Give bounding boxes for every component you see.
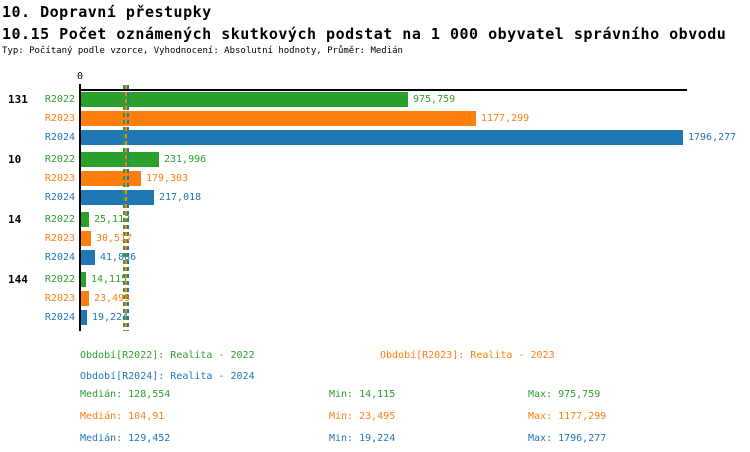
bar-r2023-cat-14 <box>81 231 91 246</box>
stat-max-r2024: Max: 1796,277 <box>528 433 607 444</box>
stat-max-r2023: Max: 1177,299 <box>528 411 607 422</box>
legend-item-r2022: Období[R2022]: Realita - 2022 <box>80 350 255 361</box>
stat-max-r2022: Max: 975,759 <box>528 389 601 400</box>
bar-r2022-cat-131 <box>81 92 408 107</box>
stat-min-r2022: Min: 14,115 <box>329 389 396 400</box>
bar-value-label: 19,224 <box>92 312 129 323</box>
stat-median-r2024: Medián: 129,452 <box>80 433 171 444</box>
legend-item-r2024: Období[R2024]: Realita - 2024 <box>80 371 255 382</box>
bar-value-label: 14,115 <box>91 274 128 285</box>
series-row-label-r2024: R2024 <box>44 192 75 203</box>
bar-r2023-cat-144 <box>81 291 89 306</box>
bar-r2022-cat-14 <box>81 212 89 227</box>
series-row-label-r2024: R2024 <box>44 312 75 323</box>
stat-median-r2023: Medián: 104,91 <box>80 411 165 422</box>
category-label-144: 144 <box>8 273 28 286</box>
bar-r2023-cat-131 <box>81 111 476 126</box>
stat-min-r2024: Min: 19,224 <box>329 433 396 444</box>
median-line-r2023 <box>125 85 127 331</box>
bar-r2022-cat-144 <box>81 272 86 287</box>
stat-min-r2023: Min: 23,495 <box>329 411 396 422</box>
bar-r2022-cat-10 <box>81 152 159 167</box>
bar-value-label: 1177,299 <box>481 113 530 124</box>
bar-value-label: 179,303 <box>146 173 189 184</box>
series-row-label-r2022: R2022 <box>44 214 75 225</box>
bar-value-label: 1796,277 <box>688 132 737 143</box>
median-line-r2022 <box>123 85 125 331</box>
median-line-r2024 <box>127 85 129 331</box>
series-row-label-r2024: R2024 <box>44 252 75 263</box>
x-axis-line <box>79 89 687 91</box>
bar-r2024-cat-144 <box>81 310 87 325</box>
series-row-label-r2022: R2022 <box>44 94 75 105</box>
series-row-label-r2024: R2024 <box>44 132 75 143</box>
series-row-label-r2022: R2022 <box>44 274 75 285</box>
bar-r2024-cat-10 <box>81 190 154 205</box>
bar-value-label: 975,759 <box>413 94 456 105</box>
legend-item-r2023: Období[R2023]: Realita - 2023 <box>380 350 555 361</box>
series-row-label-r2023: R2023 <box>44 293 75 304</box>
indicator-meta: Typ: Počítaný podle vzorce, Vyhodnocení:… <box>2 46 403 56</box>
y-axis-line <box>79 84 81 331</box>
x-axis-zero-label: 0 <box>76 71 84 82</box>
series-row-label-r2023: R2023 <box>44 113 75 124</box>
bar-value-label: 25,112 <box>94 214 131 225</box>
stat-median-r2022: Medián: 128,554 <box>80 389 171 400</box>
series-row-label-r2023: R2023 <box>44 173 75 184</box>
series-row-label-r2022: R2022 <box>44 154 75 165</box>
bar-r2023-cat-10 <box>81 171 141 186</box>
bar-value-label: 41,886 <box>100 252 137 263</box>
bar-chart: 0 131 R2022 975,759 R2023 1177,299 R2024 1796,… <box>8 71 737 331</box>
indicator-title: 10.15 Počet oznámených skutkových podsta… <box>2 25 727 43</box>
category-label-10: 10 <box>8 153 22 166</box>
series-row-label-r2023: R2023 <box>44 233 75 244</box>
report-title: 10. Dopravní přestupky <box>2 3 212 21</box>
category-label-131: 131 <box>8 93 28 106</box>
bar-r2024-cat-14 <box>81 250 95 265</box>
bar-value-label: 30,517 <box>96 233 133 244</box>
bar-value-label: 231,996 <box>164 154 207 165</box>
bar-value-label: 217,018 <box>159 192 202 203</box>
category-label-14: 14 <box>8 213 22 226</box>
bar-r2024-cat-131 <box>81 130 683 145</box>
bar-value-label: 23,495 <box>94 293 131 304</box>
